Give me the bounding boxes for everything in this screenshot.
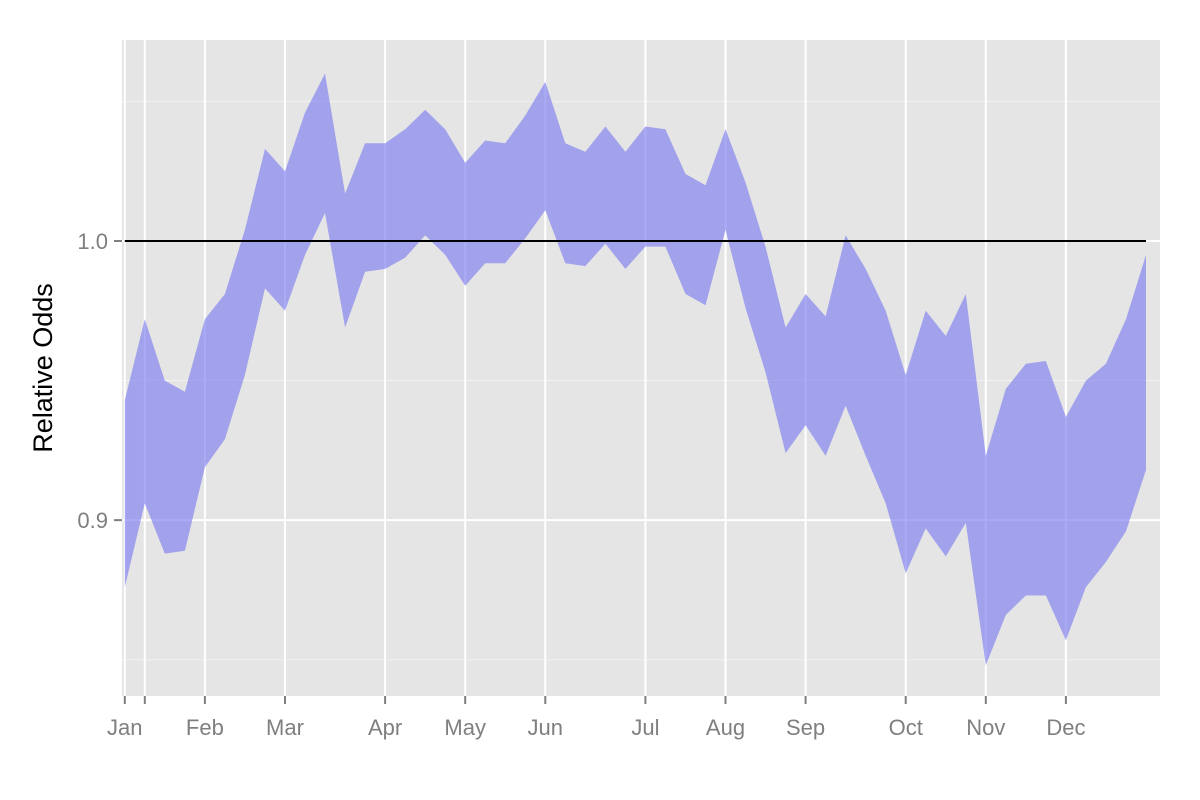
x-tick-label: Oct [889, 715, 923, 740]
x-tick-label: Aug [706, 715, 745, 740]
x-tick-label: Mar [266, 715, 304, 740]
y-axis-ticks: 0.9 1.0 [77, 229, 122, 533]
x-tick-label: Feb [186, 715, 224, 740]
x-tick-label: Jul [631, 715, 659, 740]
x-tick-label: Jun [528, 715, 563, 740]
x-tick-label: Dec [1046, 715, 1085, 740]
confidence-ribbon [124, 73, 1147, 666]
y-axis-title: Relative Odds [28, 283, 58, 453]
y-tick-label: 0.9 [77, 508, 108, 533]
x-tick-label: Apr [368, 715, 402, 740]
y-tick-label: 1.0 [77, 229, 108, 254]
x-tick-label: Jan [107, 715, 142, 740]
x-axis-ticks: Jan Feb Mar Apr May Jun Jul Aug Sep Oct Nov Dec [107, 696, 1085, 740]
x-tick-label: May [444, 715, 486, 740]
x-tick-label: Sep [786, 715, 825, 740]
x-tick-label: Nov [966, 715, 1005, 740]
